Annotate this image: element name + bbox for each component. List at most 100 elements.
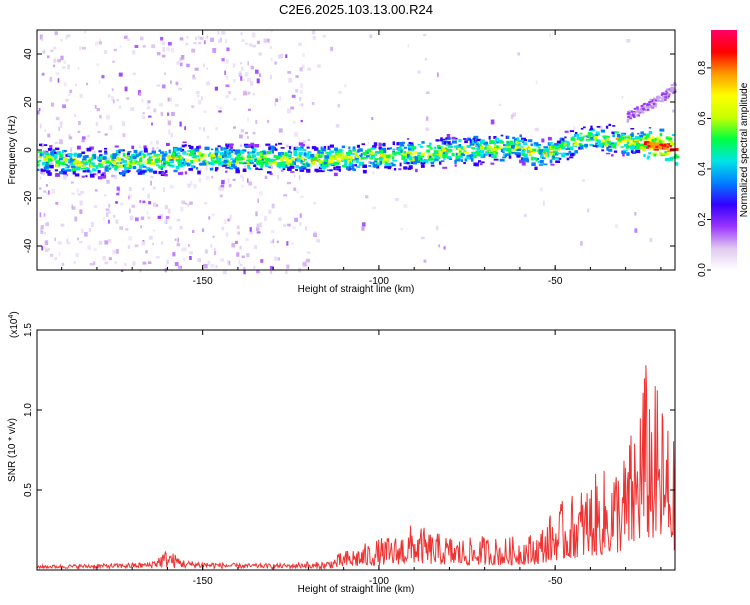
heatmap-ridge-cell xyxy=(636,142,641,147)
heatmap-ridge-cell xyxy=(580,147,584,150)
heatmap-noise-cell xyxy=(299,89,303,94)
heatmap-ridge-cell xyxy=(168,157,171,160)
heatmap-ridge-cell xyxy=(314,147,319,151)
heatmap-ridge-cell xyxy=(321,148,327,152)
heatmap-noise-cell xyxy=(106,114,110,120)
heatmap-ridge-cell xyxy=(454,137,458,140)
heatmap-ridge-cell xyxy=(70,162,75,166)
heatmap-ridge-cell xyxy=(213,155,218,160)
heatmap-ridge-cell xyxy=(480,139,485,143)
heatmap-ridge-cell xyxy=(160,166,163,171)
heatmap-noise-cell xyxy=(39,123,42,129)
heatmap-ridge-cell xyxy=(583,134,588,137)
heatmap-ridge-cell xyxy=(156,164,160,167)
heatmap-noise-cell xyxy=(241,39,245,42)
heatmap-noise-cell xyxy=(311,30,316,35)
heatmap-peak-cell xyxy=(651,142,655,144)
heatmap-ridge-cell xyxy=(220,146,223,151)
heatmap-ridge-cell xyxy=(601,149,605,152)
heatmap-secondary-cell xyxy=(664,96,667,99)
heatmap-noise-cell xyxy=(53,64,56,68)
heatmap-ridge-cell xyxy=(278,154,283,158)
heatmap-ridge-cell xyxy=(536,145,539,148)
heatmap-ridge-cell xyxy=(567,146,570,150)
heatmap-ridge-cell xyxy=(654,148,659,151)
heatmap-x-tick-label: -50 xyxy=(548,276,563,287)
heatmap-secondary-cell xyxy=(660,93,664,96)
heatmap-ridge-cell xyxy=(514,152,520,156)
heatmap-noise-cell xyxy=(215,127,218,131)
heatmap-noise-cell xyxy=(139,145,141,149)
heatmap-noise-cell xyxy=(361,226,365,231)
heatmap-ridge-cell xyxy=(430,164,435,167)
heatmap-ridge-cell xyxy=(223,155,228,158)
heatmap-ridge-cell xyxy=(127,151,132,153)
heatmap-noise-cell xyxy=(400,227,403,231)
heatmap-ridge-cell xyxy=(674,153,677,157)
heatmap-ridge-cell xyxy=(149,168,153,173)
heatmap-ridge-cell xyxy=(464,158,468,162)
heatmap-peak-cell xyxy=(651,146,655,149)
heatmap-ridge-cell xyxy=(85,175,88,178)
heatmap-ridge-cell xyxy=(215,160,221,164)
heatmap-ridge-cell xyxy=(191,156,195,159)
heatmap-secondary-cell xyxy=(665,92,669,95)
heatmap-noise-cell xyxy=(71,192,75,195)
heatmap-noise-cell xyxy=(107,239,112,243)
heatmap-ridge-cell xyxy=(443,157,446,160)
heatmap-noise-cell xyxy=(102,172,106,175)
heatmap-ridge-cell xyxy=(169,159,174,161)
heatmap-noise-cell xyxy=(179,37,184,41)
heatmap-ridge-cell xyxy=(391,163,396,167)
heatmap-ridge-cell xyxy=(288,146,292,150)
heatmap-ridge-cell xyxy=(471,147,475,150)
heatmap-ridge-cell xyxy=(639,134,644,138)
heatmap-noise-cell xyxy=(316,239,321,243)
heatmap-noise-cell xyxy=(167,120,171,126)
heatmap-noise-cell xyxy=(163,187,165,193)
heatmap-noise-cell xyxy=(208,216,211,220)
heatmap-ridge-cell xyxy=(355,159,359,163)
heatmap-ridge-cell xyxy=(74,173,80,177)
heatmap-ridge-cell xyxy=(488,135,491,140)
heatmap-ridge-cell xyxy=(302,148,307,152)
heatmap-noise-cell xyxy=(365,195,369,199)
heatmap-ridge-cell xyxy=(175,152,181,155)
heatmap-ridge-cell xyxy=(169,164,175,168)
heatmap-ridge-cell xyxy=(146,167,151,169)
heatmap-ridge-cell xyxy=(515,140,520,145)
heatmap-ridge-cell xyxy=(653,154,657,157)
heatmap-ridge-cell xyxy=(493,136,497,139)
heatmap-ridge-cell xyxy=(41,162,46,166)
heatmap-ridge-cell xyxy=(595,131,600,135)
heatmap-ridge-cell xyxy=(443,152,446,155)
heatmap-secondary-cell xyxy=(653,101,656,104)
heatmap-ridge-cell xyxy=(248,167,252,170)
heatmap-ridge-cell xyxy=(251,156,255,159)
heatmap-noise-cell xyxy=(362,222,366,227)
heatmap-noise-cell xyxy=(256,269,260,274)
heatmap-ridge-cell xyxy=(229,143,233,148)
heatmap-ridge-cell xyxy=(648,131,653,135)
heatmap-ridge-cell xyxy=(383,159,388,162)
heatmap-noise-cell xyxy=(241,176,245,182)
heatmap-noise-cell xyxy=(128,187,132,191)
heatmap-ridge-cell xyxy=(392,151,395,156)
heatmap-ridge-cell xyxy=(420,152,426,156)
heatmap-secondary-cell xyxy=(636,106,639,109)
heatmap-ridge-cell xyxy=(421,141,425,144)
heatmap-noise-cell xyxy=(50,162,54,166)
heatmap-ridge-cell xyxy=(473,162,477,167)
snr-axes: -150 -100 -500.51.01.5 xyxy=(23,323,675,587)
heatmap-noise-cell xyxy=(94,105,97,109)
heatmap-ridge-cell xyxy=(148,156,153,159)
heatmap-ridge-cell xyxy=(62,169,67,172)
heatmap-ridge-cell xyxy=(114,165,119,169)
heatmap-ridge-cell xyxy=(377,163,382,166)
heatmap-ridge-cell xyxy=(173,148,179,152)
heatmap-ridge-cell xyxy=(253,164,257,167)
heatmap-ridge-cell xyxy=(451,136,456,140)
heatmap-ridge-cell xyxy=(316,169,319,173)
heatmap-ridge-cell xyxy=(43,157,48,161)
heatmap-ridge-cell xyxy=(264,154,269,157)
